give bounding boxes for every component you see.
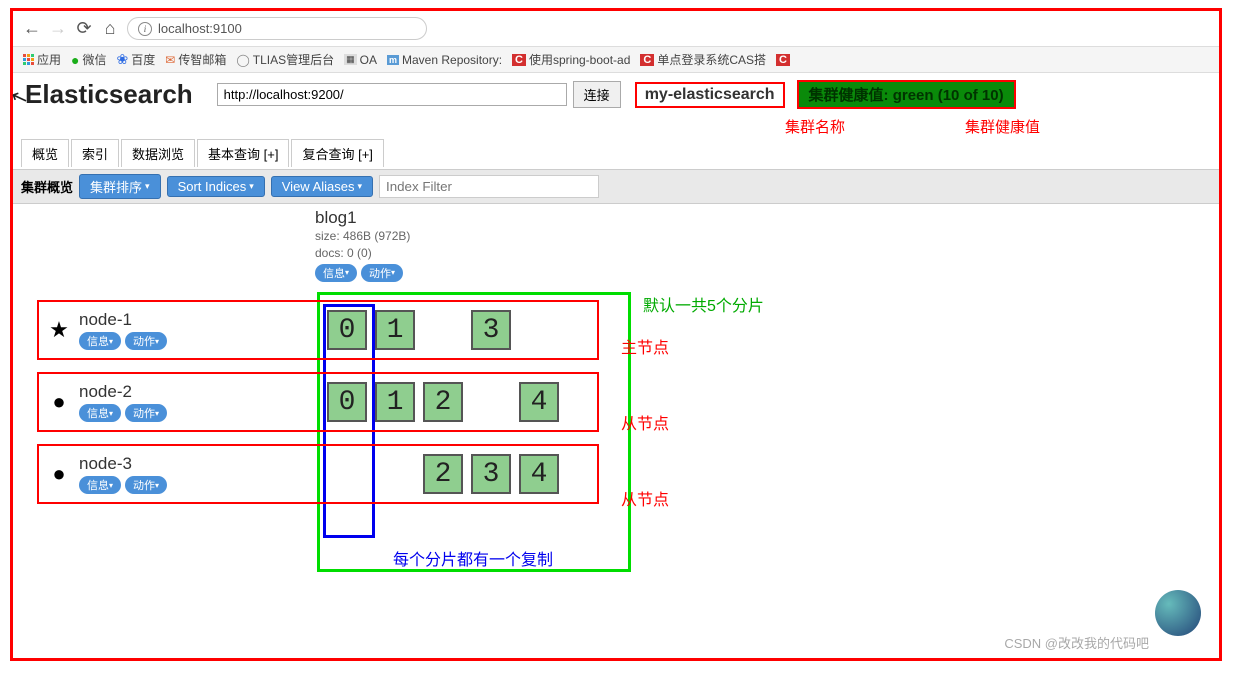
bookmark-more[interactable]: C	[776, 54, 790, 66]
content-area: blog1 size: 486B (972B) docs: 0 (0) 信息 动…	[13, 204, 1219, 504]
node-row: ●node-2 信息动作 012 4	[37, 372, 599, 432]
node-info-button[interactable]: 信息	[79, 404, 121, 422]
node-row: ●node-3 信息动作 234	[37, 444, 599, 504]
index-docs: docs: 0 (0)	[315, 245, 410, 262]
bookmark-spring[interactable]: C 使用spring-boot-ad	[512, 51, 630, 68]
shard-box[interactable]: 1	[375, 382, 415, 422]
shard-box[interactable]: 4	[519, 382, 559, 422]
view-aliases-button[interactable]: View Aliases	[271, 176, 373, 197]
cluster-name-display: my-elasticsearch	[635, 82, 785, 108]
shard-box[interactable]: 3	[471, 454, 511, 494]
bookmark-oa[interactable]: ▦ OA	[344, 53, 377, 67]
bookmark-tlias[interactable]: ◯ TLIAS管理后台	[236, 51, 334, 68]
filter-label: 集群概览	[21, 177, 73, 196]
csdn-icon: C	[640, 54, 654, 66]
shard-box[interactable]: 0	[327, 310, 367, 350]
node-name: node-3	[79, 454, 167, 474]
info-icon: i	[138, 22, 152, 36]
index-name: blog1	[315, 208, 410, 228]
wechat-icon: ●	[71, 52, 79, 68]
tab-browse[interactable]: 数据浏览	[121, 139, 195, 167]
annotation-health: 集群健康值	[965, 116, 1040, 137]
maven-icon: m	[387, 55, 399, 65]
shard-box[interactable]: 2	[423, 382, 463, 422]
node-name: node-1	[79, 310, 167, 330]
connect-button[interactable]: 连接	[573, 81, 621, 108]
browser-nav-bar: ← → ⟳ ⌂ i localhost:9100	[13, 11, 1219, 47]
forward-icon[interactable]: →	[49, 18, 67, 39]
annotation-cluster-name: 集群名称	[785, 116, 845, 137]
node-name: node-2	[79, 382, 167, 402]
node-info-button[interactable]: 信息	[79, 476, 121, 494]
csdn-icon: C	[776, 54, 790, 66]
star-icon: ★	[39, 317, 79, 343]
bookmark-cas[interactable]: C 单点登录系统CAS搭	[640, 51, 766, 68]
app-title: Elasticsearch	[25, 79, 193, 110]
tab-compound-query[interactable]: 复合查询 [+]	[291, 139, 383, 167]
tab-indices[interactable]: 索引	[71, 139, 119, 167]
tab-basic-query[interactable]: 基本查询 [+]	[197, 139, 289, 167]
node-info-button[interactable]: 信息	[79, 332, 121, 350]
shard-box[interactable]: 0	[327, 382, 367, 422]
index-filter-input[interactable]	[379, 175, 599, 198]
tabs-bar: 概览 索引 数据浏览 基本查询 [+] 复合查询 [+]	[13, 137, 1219, 170]
url-input[interactable]: i localhost:9100	[127, 17, 427, 40]
index-size: size: 486B (972B)	[315, 228, 410, 245]
annotation-master-node: 主节点	[621, 334, 669, 358]
connection-url-input[interactable]	[217, 83, 567, 106]
cluster-sort-button[interactable]: 集群排序	[79, 174, 161, 199]
annotation-slave-node-2: 从节点	[621, 486, 669, 510]
annotation-slave-node-1: 从节点	[621, 410, 669, 434]
baidu-icon: ❀	[117, 51, 129, 68]
annotation-replica-label: 每个分片都有一个复制	[393, 546, 553, 570]
node-action-button[interactable]: 动作	[125, 404, 167, 422]
back-icon[interactable]: ←	[23, 18, 41, 39]
bookmark-mail[interactable]: ✉ 传智邮箱	[165, 51, 226, 68]
node-action-button[interactable]: 动作	[125, 476, 167, 494]
bookmark-apps[interactable]: 应用	[23, 51, 61, 68]
dot-icon: ●	[39, 461, 79, 487]
shard-box[interactable]: 4	[519, 454, 559, 494]
bookmark-baidu[interactable]: ❀ 百度	[117, 51, 156, 68]
globe-icon: ◯	[236, 53, 249, 67]
watermark-text: CSDN @改改我的代码吧	[1004, 633, 1149, 652]
reload-icon[interactable]: ⟳	[75, 18, 93, 39]
bookmark-bar: 应用 ● 微信 ❀ 百度 ✉ 传智邮箱 ◯ TLIAS管理后台 ▦ OA m M…	[13, 47, 1219, 73]
node-row: ★node-1 信息动作 01 3	[37, 300, 599, 360]
app-header: Elasticsearch 连接 my-elasticsearch 集群健康值:…	[13, 73, 1219, 116]
index-header: blog1 size: 486B (972B) docs: 0 (0) 信息 动…	[315, 208, 410, 282]
sort-indices-button[interactable]: Sort Indices	[167, 176, 265, 197]
filter-bar: 集群概览 集群排序 Sort Indices View Aliases	[13, 170, 1219, 204]
bookmark-wechat[interactable]: ● 微信	[71, 51, 106, 68]
dot-icon: ●	[39, 389, 79, 415]
oa-icon: ▦	[344, 54, 357, 65]
avatar-icon[interactable]	[1155, 590, 1201, 636]
mail-icon: ✉	[165, 53, 175, 67]
node-action-button[interactable]: 动作	[125, 332, 167, 350]
shard-box[interactable]: 3	[471, 310, 511, 350]
shard-box[interactable]: 1	[375, 310, 415, 350]
shard-box[interactable]: 2	[423, 454, 463, 494]
bookmark-maven[interactable]: m Maven Repository:	[387, 53, 502, 67]
home-icon[interactable]: ⌂	[101, 18, 119, 39]
index-info-button[interactable]: 信息	[315, 264, 357, 282]
url-text: localhost:9100	[158, 21, 242, 36]
tab-overview[interactable]: 概览	[21, 139, 69, 167]
csdn-icon: C	[512, 54, 526, 66]
cluster-health-display: 集群健康值: green (10 of 10)	[797, 80, 1016, 109]
index-action-button[interactable]: 动作	[361, 264, 403, 282]
